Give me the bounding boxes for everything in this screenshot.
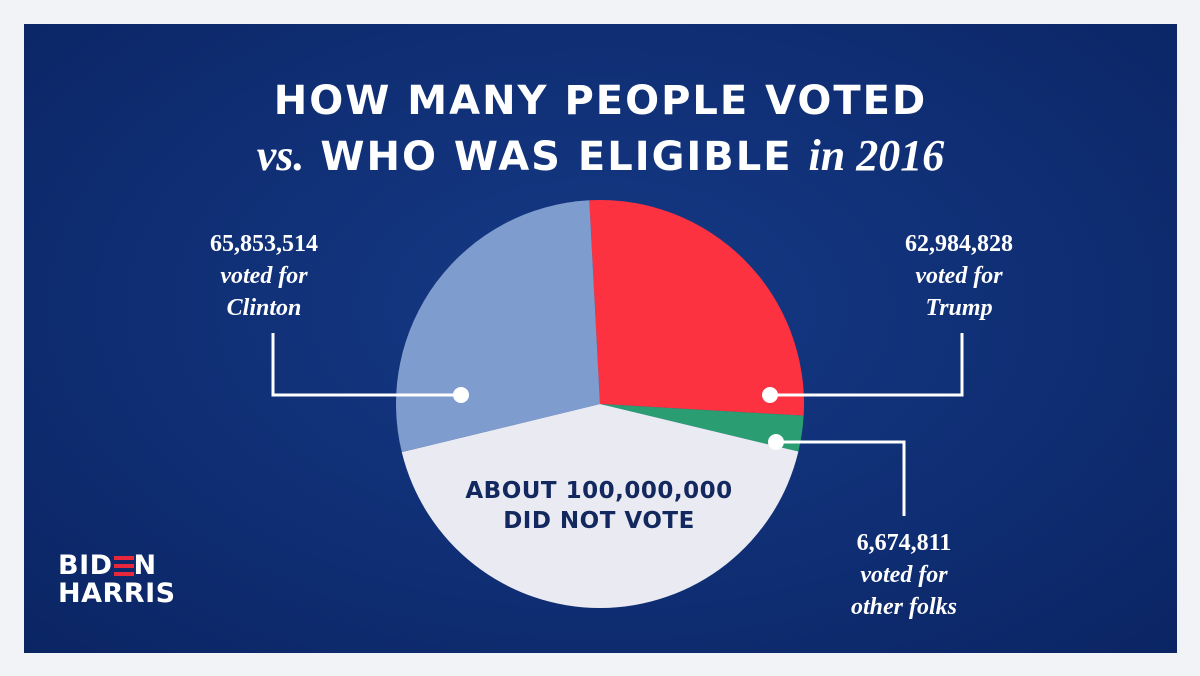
clinton-leader-dot: [453, 387, 469, 403]
clinton-label-name: Clinton: [226, 295, 302, 321]
nonvoter-value: ABOUT 100,000,000: [465, 478, 733, 504]
title-year-text: in 2016: [808, 131, 945, 180]
nonvoter-slice: [401, 404, 799, 608]
trump-votes-value: 62,984,828: [905, 231, 1013, 257]
title-line-1-text: HOW MANY PEOPLE VOTED: [273, 78, 928, 124]
clinton-slice: [395, 200, 600, 453]
title-vs-text: vs.: [256, 131, 305, 180]
other-leader-line: [776, 440, 906, 516]
trump-slice: [589, 200, 804, 416]
biden-harris-logo: BID N HARRIS: [58, 552, 176, 608]
chart-title-line-1: HOW MANY PEOPLE VOTED: [24, 78, 1177, 124]
nonvoter-label: ABOUT 100,000,000 DID NOT VOTE: [409, 476, 789, 536]
title-line-2-text: WHO WAS ELIGIBLE: [320, 134, 793, 180]
logo-n-text: N: [133, 550, 157, 581]
other-label-name: other folks: [850, 594, 957, 620]
logo-line-1: BID N: [58, 552, 176, 580]
trump-label-name: Trump: [925, 295, 993, 321]
clinton-votes-value: 65,853,514: [210, 231, 318, 257]
other-slice: [600, 404, 804, 452]
infographic-card: HOW MANY PEOPLE VOTED vs. WHO WAS ELIGIB…: [24, 24, 1177, 653]
clinton-label: 65,853,514 voted for Clinton: [184, 228, 344, 324]
other-leader-dot: [768, 434, 784, 450]
trump-leader-dot: [762, 387, 778, 403]
pie-chart: [271, 200, 964, 608]
logo-bid-text: BID: [58, 550, 113, 581]
clinton-leader-line: [271, 333, 461, 397]
logo-line-2: HARRIS: [58, 578, 176, 609]
chart-title-line-2: vs. WHO WAS ELIGIBLE in 2016: [24, 130, 1177, 181]
clinton-label-line-2: voted for: [220, 263, 308, 289]
logo-e-mark: [113, 556, 134, 576]
other-votes-value: 6,674,811: [856, 530, 952, 556]
other-label: 6,674,811 voted for other folks: [819, 527, 989, 623]
trump-leader-line: [770, 333, 964, 397]
nonvoter-text: DID NOT VOTE: [503, 508, 695, 534]
other-label-line-2: voted for: [860, 562, 948, 588]
trump-label: 62,984,828 voted for Trump: [879, 228, 1039, 324]
trump-label-line-2: voted for: [915, 263, 1003, 289]
